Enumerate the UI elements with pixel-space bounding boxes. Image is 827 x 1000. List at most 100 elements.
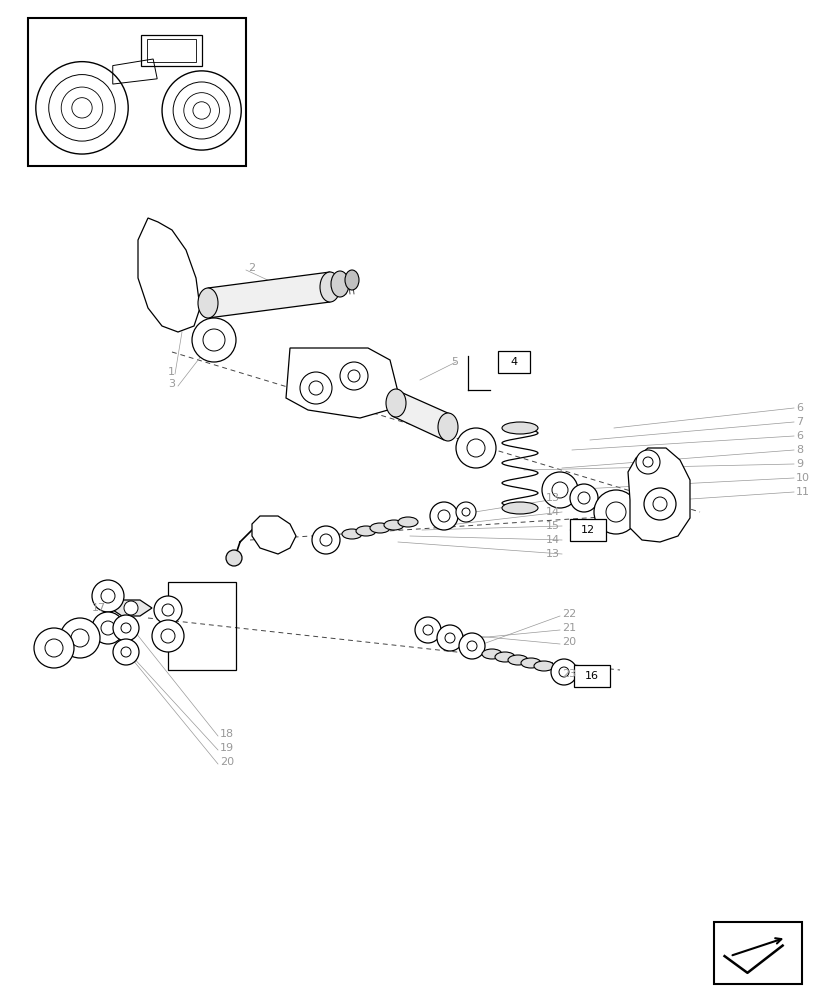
Circle shape [162, 604, 174, 616]
Text: 1: 1 [168, 367, 174, 377]
Circle shape [466, 641, 476, 651]
Circle shape [184, 93, 219, 128]
Circle shape [429, 502, 457, 530]
Text: 15: 15 [545, 521, 559, 531]
Circle shape [466, 439, 485, 457]
Text: 20: 20 [220, 757, 234, 767]
Circle shape [643, 488, 675, 520]
Text: 22: 22 [562, 609, 576, 619]
Text: 3: 3 [168, 379, 174, 389]
Circle shape [569, 484, 597, 512]
Polygon shape [110, 600, 152, 616]
Ellipse shape [198, 288, 218, 318]
Circle shape [92, 612, 124, 644]
Circle shape [437, 510, 449, 522]
Ellipse shape [385, 389, 405, 417]
Bar [28, 18, 246, 166]
Circle shape [643, 457, 653, 467]
Circle shape [112, 639, 139, 665]
Circle shape [456, 502, 476, 522]
Text: 13: 13 [545, 493, 559, 503]
Circle shape [173, 82, 230, 139]
Circle shape [461, 508, 470, 516]
Circle shape [605, 502, 625, 522]
Circle shape [312, 526, 340, 554]
Text: 6: 6 [795, 431, 802, 441]
Circle shape [49, 75, 115, 141]
Circle shape [308, 381, 323, 395]
Circle shape [340, 362, 367, 390]
Ellipse shape [495, 652, 514, 662]
Text: 14: 14 [545, 535, 559, 545]
Circle shape [593, 490, 638, 534]
Circle shape [101, 589, 115, 603]
Circle shape [653, 497, 667, 511]
Circle shape [577, 492, 590, 504]
Bar [569, 519, 605, 541]
Circle shape [154, 596, 182, 624]
Circle shape [414, 617, 441, 643]
Ellipse shape [356, 526, 375, 536]
Circle shape [45, 639, 63, 657]
Circle shape [72, 98, 92, 118]
Polygon shape [208, 272, 330, 318]
Text: 14: 14 [545, 507, 559, 517]
Ellipse shape [319, 272, 340, 302]
Text: 11: 11 [795, 487, 809, 497]
Circle shape [550, 659, 576, 685]
Circle shape [635, 450, 659, 474]
Circle shape [458, 633, 485, 659]
Ellipse shape [398, 517, 418, 527]
Text: 12: 12 [581, 525, 595, 535]
Ellipse shape [501, 422, 538, 434]
Circle shape [112, 615, 139, 641]
Bar [573, 665, 609, 687]
Circle shape [36, 62, 128, 154]
Text: 4: 4 [509, 357, 517, 367]
Polygon shape [138, 218, 200, 332]
Circle shape [444, 633, 455, 643]
Circle shape [124, 601, 138, 615]
Bar [168, 582, 236, 670]
Circle shape [61, 87, 103, 129]
Circle shape [437, 625, 462, 651]
Ellipse shape [481, 649, 501, 659]
Circle shape [121, 623, 131, 633]
Ellipse shape [331, 271, 348, 297]
Circle shape [192, 318, 236, 362]
Bar [713, 922, 801, 984]
Ellipse shape [370, 523, 390, 533]
Ellipse shape [508, 655, 528, 665]
Text: 2: 2 [248, 263, 255, 273]
Circle shape [193, 102, 210, 119]
Circle shape [226, 550, 241, 566]
Ellipse shape [437, 413, 457, 441]
Ellipse shape [520, 658, 540, 668]
Circle shape [92, 580, 124, 612]
Circle shape [558, 667, 568, 677]
Circle shape [152, 620, 184, 652]
Circle shape [319, 534, 332, 546]
Text: 21: 21 [562, 623, 576, 633]
Text: 10: 10 [795, 473, 809, 483]
Ellipse shape [342, 529, 361, 539]
Text: 17: 17 [92, 603, 106, 613]
Circle shape [60, 618, 100, 658]
Bar [497, 351, 529, 373]
Ellipse shape [384, 520, 404, 530]
Circle shape [121, 647, 131, 657]
Text: 13: 13 [545, 549, 559, 559]
Circle shape [456, 428, 495, 468]
Text: 18: 18 [220, 729, 234, 739]
Circle shape [160, 629, 174, 643]
Ellipse shape [533, 661, 553, 671]
Text: 9: 9 [795, 459, 802, 469]
Text: 20: 20 [562, 637, 576, 647]
Circle shape [203, 329, 225, 351]
Text: 23: 23 [562, 669, 576, 679]
Polygon shape [251, 516, 295, 554]
Circle shape [423, 625, 433, 635]
Ellipse shape [501, 502, 538, 514]
Circle shape [34, 628, 74, 668]
Polygon shape [285, 348, 398, 418]
